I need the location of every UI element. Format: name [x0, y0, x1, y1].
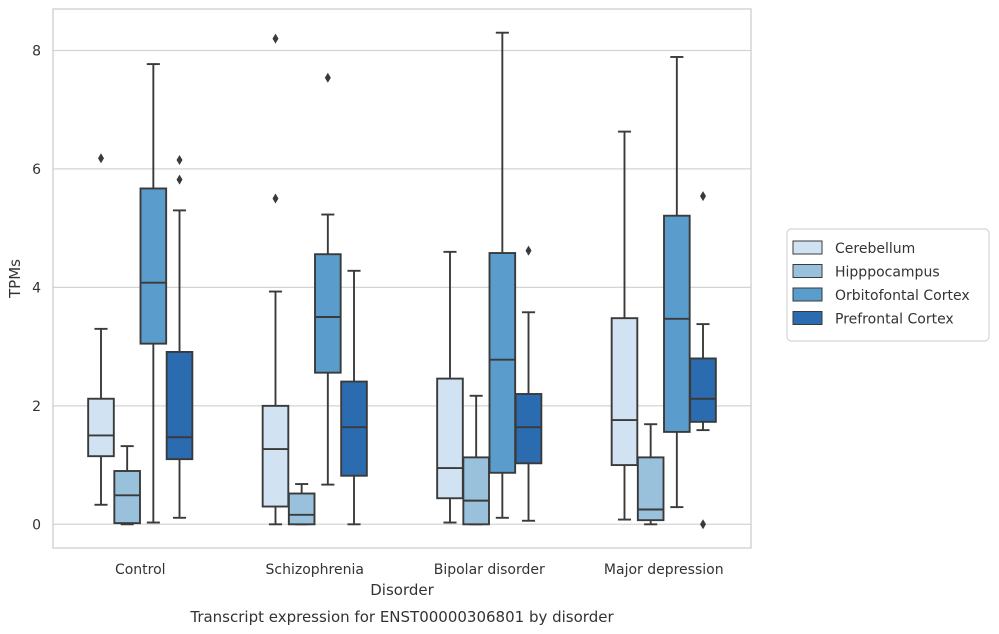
y-tick-label: 2	[32, 399, 41, 415]
box-prefrontal-cortex-control	[165, 155, 194, 519]
legend-label: Cerebellum	[835, 241, 915, 257]
outlier-marker	[324, 72, 331, 83]
plot-frame	[52, 8, 752, 549]
y-tick-label: 0	[32, 517, 41, 533]
legend-item: Prefrontal Cortex	[792, 311, 954, 328]
box-hipppocampus-control	[113, 445, 141, 526]
legend-swatch	[792, 311, 823, 325]
box-cerebellum-control	[87, 153, 115, 506]
box-prefrontal-cortex-schizophrenia	[340, 269, 368, 526]
outlier-marker	[97, 153, 104, 164]
box-cerebellum-bipolar-disorder	[436, 250, 464, 524]
box-hipppocampus-schizophrenia	[287, 483, 316, 526]
box-prefrontal-cortex-bipolar-disorder	[514, 245, 543, 522]
legend-swatch	[792, 240, 823, 255]
box-orbitofontal-cortex-major-depression	[663, 56, 691, 509]
legend-swatch	[792, 264, 823, 278]
box-body	[488, 252, 517, 474]
box-prefrontal-cortex-major-depression	[689, 191, 717, 530]
box-orbitofontal-cortex-bipolar-disorder	[488, 31, 517, 519]
box-plot-area	[87, 31, 717, 530]
chart-caption: Transcript expression for ENST0000030680…	[189, 608, 614, 626]
box-body	[462, 456, 490, 526]
box-body	[689, 357, 717, 423]
y-axis-label: TPMs	[6, 259, 24, 299]
box-body	[340, 380, 368, 477]
box-hipppocampus-major-depression	[636, 423, 665, 526]
box-cerebellum-major-depression	[610, 130, 639, 521]
legend-label: Prefrontal Cortex	[835, 312, 954, 328]
y-tick-label: 6	[32, 162, 41, 178]
box-body	[663, 214, 691, 433]
box-body	[87, 397, 115, 458]
legend-item: Orbitofontal Cortex	[792, 287, 970, 304]
box-body	[314, 253, 342, 374]
box-body	[261, 404, 290, 508]
box-body	[610, 317, 639, 467]
box-body	[436, 377, 464, 500]
x-axis-label: Disorder	[370, 581, 434, 599]
x-tick-label: Schizophrenia	[266, 562, 364, 578]
box-body	[139, 187, 168, 345]
y-axis-ticks: 0 2 4 6 8	[32, 43, 41, 533]
legend-frame	[786, 228, 990, 342]
outlier-marker	[272, 193, 279, 204]
box-orbitofontal-cortex-control	[139, 63, 168, 524]
box-body	[113, 470, 141, 525]
outlier-marker	[700, 191, 707, 202]
legend-label: Orbitofontal Cortex	[835, 288, 970, 304]
box-hipppocampus-bipolar-disorder	[462, 394, 490, 526]
outlier-marker	[525, 245, 532, 256]
legend-item: Cerebellum	[792, 240, 915, 257]
outlier-marker	[272, 33, 279, 44]
x-tick-label: Major depression	[604, 562, 724, 578]
outlier-marker	[700, 519, 707, 530]
legend: Cerebellum Hipppocampus Orbitofontal Corte…	[786, 228, 990, 342]
box-orbitofontal-cortex-schizophrenia	[314, 72, 342, 486]
box-body	[287, 492, 316, 526]
y-tick-label: 4	[32, 280, 41, 296]
x-tick-label: Bipolar disorder	[434, 562, 545, 578]
x-axis-ticks: Control Schizophrenia Bipolar disorder Majo…	[115, 562, 724, 578]
box-body	[165, 350, 194, 461]
legend-item: Hipppocampus	[792, 264, 940, 281]
y-tick-label: 8	[32, 43, 41, 59]
legend-swatch	[792, 287, 823, 302]
outlier-marker	[176, 174, 183, 185]
box-body	[514, 393, 543, 465]
legend-label: Hipppocampus	[835, 265, 940, 281]
box-body	[636, 456, 665, 522]
box-cerebellum-schizophrenia	[261, 33, 290, 526]
x-tick-label: Control	[115, 562, 166, 578]
outlier-marker	[176, 155, 183, 166]
